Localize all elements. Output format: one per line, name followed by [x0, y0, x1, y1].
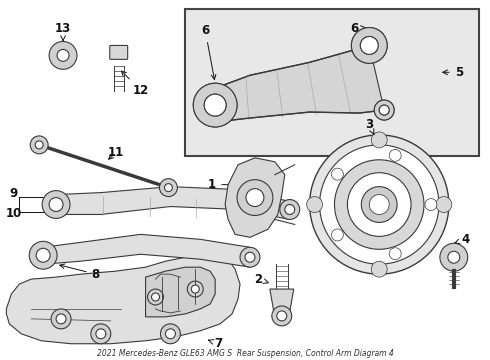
- Circle shape: [371, 261, 387, 277]
- Circle shape: [448, 251, 460, 263]
- Polygon shape: [6, 254, 240, 344]
- Circle shape: [240, 247, 260, 267]
- Circle shape: [193, 83, 237, 127]
- Circle shape: [57, 49, 69, 61]
- Bar: [185, 9, 479, 156]
- Circle shape: [246, 189, 264, 207]
- Circle shape: [30, 136, 48, 154]
- Circle shape: [159, 179, 177, 197]
- Circle shape: [51, 309, 71, 329]
- Text: 13: 13: [55, 22, 71, 41]
- Circle shape: [29, 241, 57, 269]
- FancyBboxPatch shape: [110, 45, 128, 59]
- Text: 5: 5: [443, 66, 463, 79]
- Text: 11: 11: [108, 146, 124, 159]
- Circle shape: [166, 329, 175, 339]
- Text: 3: 3: [365, 118, 374, 134]
- Circle shape: [204, 94, 226, 116]
- Circle shape: [371, 132, 387, 148]
- Text: 12: 12: [122, 71, 149, 97]
- Text: 10: 10: [5, 207, 22, 220]
- Circle shape: [319, 145, 439, 264]
- Text: 8: 8: [60, 264, 100, 281]
- Circle shape: [191, 285, 199, 293]
- Circle shape: [331, 229, 343, 241]
- Text: 9: 9: [9, 187, 18, 200]
- Circle shape: [151, 293, 159, 301]
- Circle shape: [49, 198, 63, 211]
- Text: 4: 4: [455, 233, 470, 246]
- Circle shape: [310, 135, 449, 274]
- Circle shape: [374, 100, 394, 120]
- Polygon shape: [56, 186, 290, 220]
- Circle shape: [96, 329, 106, 339]
- Circle shape: [389, 248, 401, 260]
- Circle shape: [35, 141, 43, 149]
- Circle shape: [187, 281, 203, 297]
- Polygon shape: [146, 267, 215, 317]
- Circle shape: [245, 252, 255, 262]
- Circle shape: [161, 324, 180, 344]
- Circle shape: [331, 168, 343, 180]
- Circle shape: [147, 289, 164, 305]
- Text: 6: 6: [201, 24, 216, 80]
- Circle shape: [351, 28, 387, 63]
- Polygon shape: [215, 45, 384, 122]
- Circle shape: [49, 41, 77, 69]
- Text: 1: 1: [208, 178, 236, 191]
- Circle shape: [165, 184, 172, 192]
- Circle shape: [237, 180, 273, 216]
- Circle shape: [425, 199, 437, 211]
- Circle shape: [193, 83, 237, 127]
- Circle shape: [379, 105, 389, 115]
- Text: 2: 2: [254, 273, 268, 285]
- Circle shape: [360, 36, 378, 54]
- Circle shape: [272, 306, 292, 326]
- Circle shape: [360, 36, 378, 54]
- Text: 6: 6: [350, 22, 366, 35]
- Circle shape: [436, 197, 452, 212]
- Circle shape: [42, 190, 70, 219]
- Polygon shape: [43, 234, 250, 267]
- Circle shape: [56, 314, 66, 324]
- Circle shape: [374, 100, 394, 120]
- Circle shape: [204, 94, 226, 116]
- Circle shape: [280, 199, 300, 220]
- Polygon shape: [225, 158, 285, 237]
- Circle shape: [379, 105, 389, 115]
- Circle shape: [351, 28, 387, 63]
- Polygon shape: [270, 289, 294, 312]
- Circle shape: [347, 173, 411, 237]
- Circle shape: [369, 195, 389, 215]
- Circle shape: [440, 243, 468, 271]
- Circle shape: [277, 311, 287, 321]
- Circle shape: [91, 324, 111, 344]
- Circle shape: [36, 248, 50, 262]
- Circle shape: [389, 149, 401, 161]
- Text: 2021 Mercedes-Benz GLE63 AMG S  Rear Suspension, Control Arm Diagram 4: 2021 Mercedes-Benz GLE63 AMG S Rear Susp…: [97, 349, 393, 358]
- Circle shape: [335, 160, 424, 249]
- Circle shape: [361, 186, 397, 222]
- Circle shape: [307, 197, 322, 212]
- Text: 7: 7: [209, 337, 222, 350]
- Circle shape: [285, 204, 294, 215]
